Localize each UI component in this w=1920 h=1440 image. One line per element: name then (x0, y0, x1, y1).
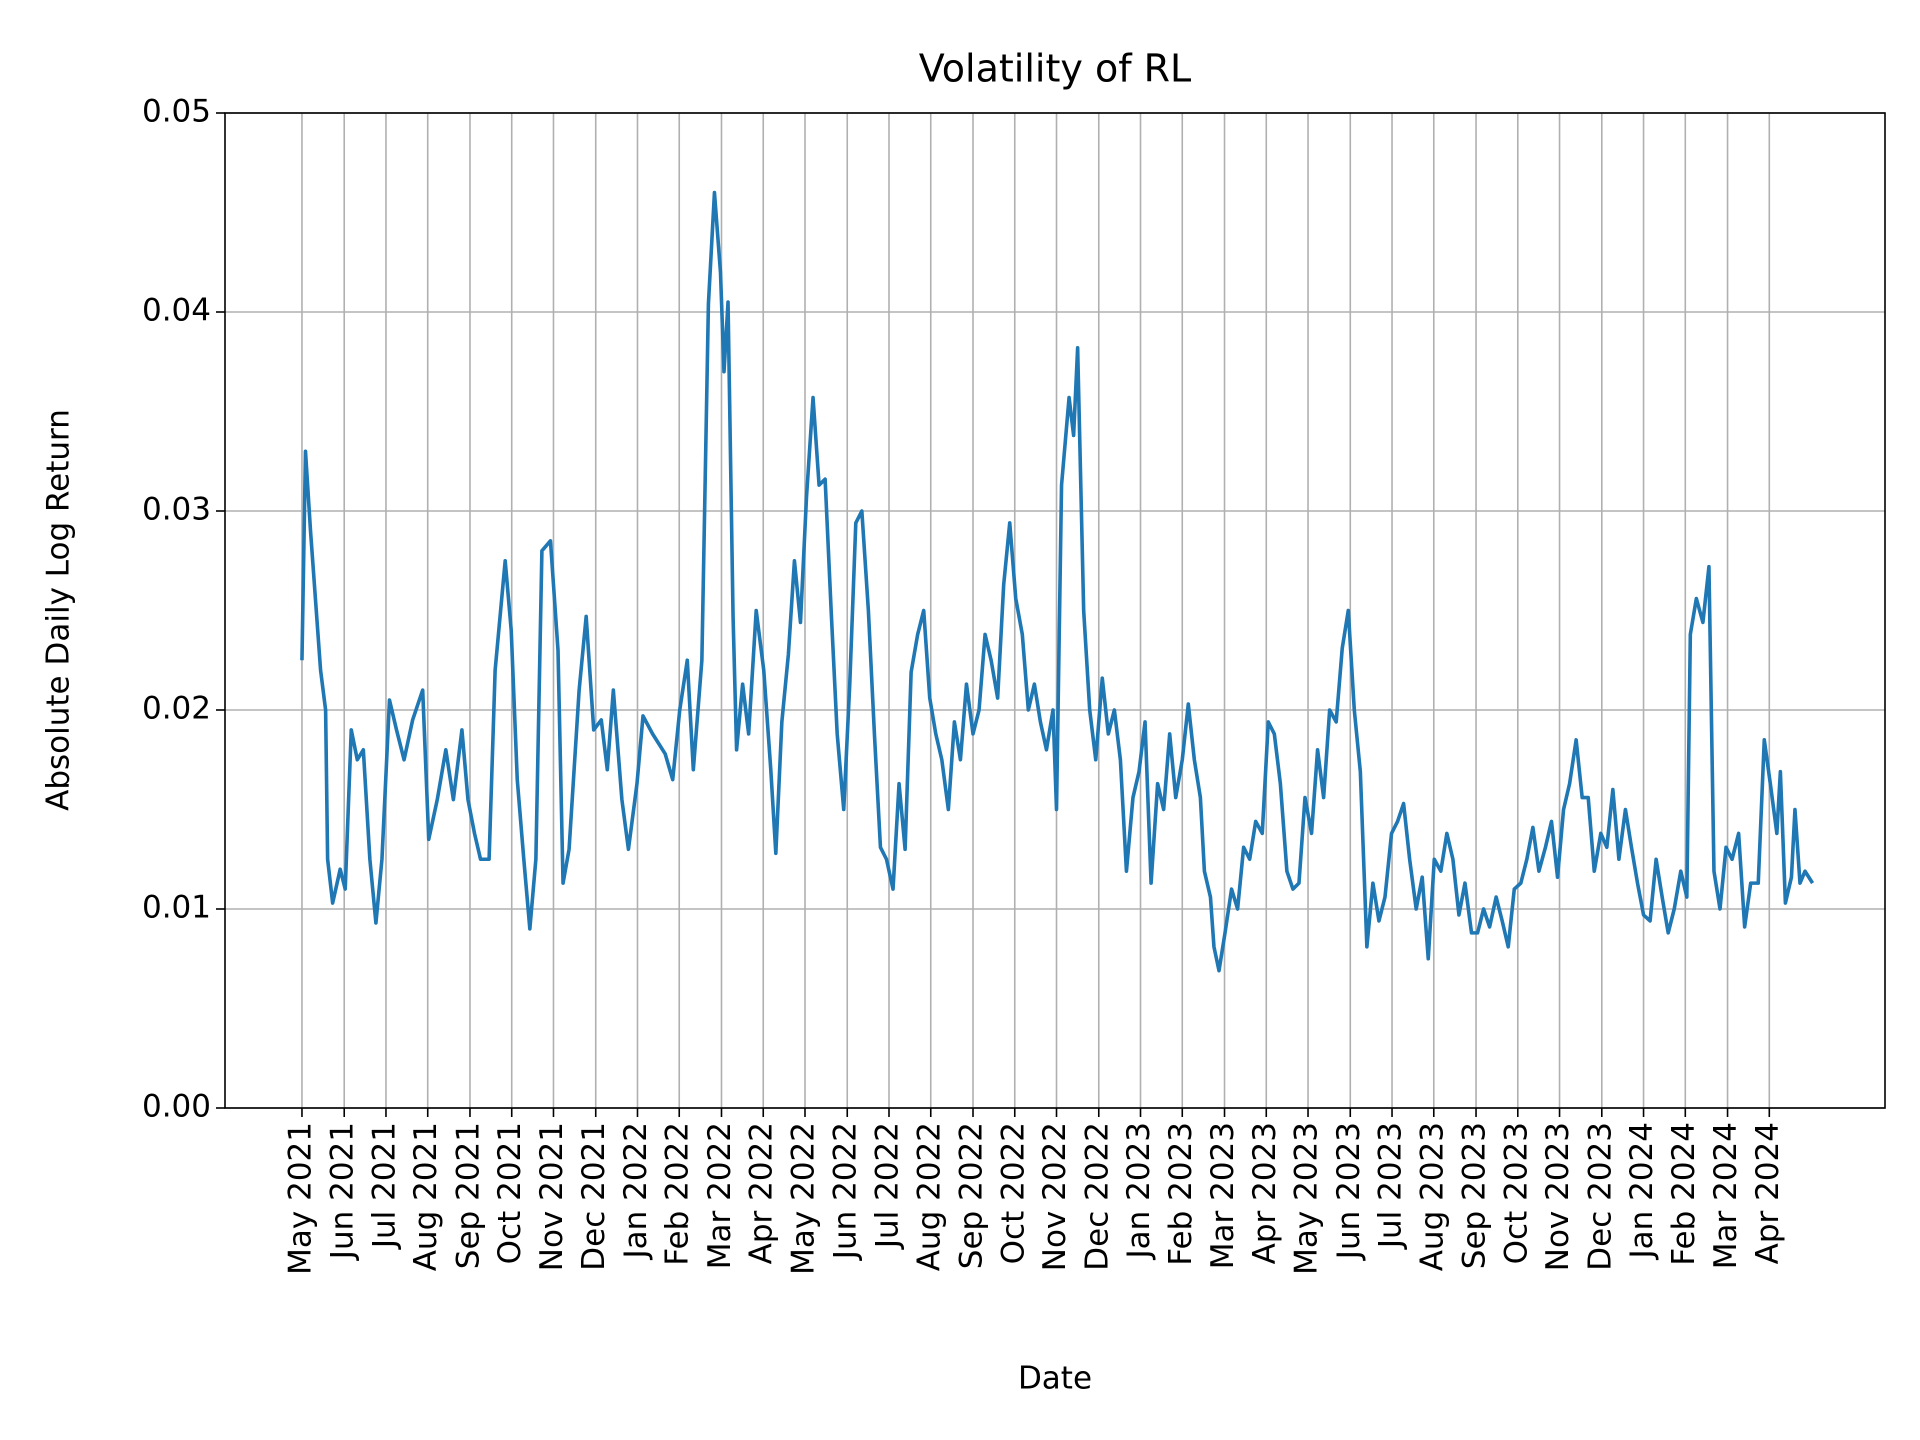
x-tick-label: Jul 2022 (870, 1122, 906, 1250)
y-tick-label: 0.01 (142, 890, 211, 926)
x-tick-label: Sep 2021 (450, 1122, 486, 1269)
y-axis-label: Absolute Daily Log Return (41, 409, 77, 811)
x-tick-label: Aug 2021 (408, 1122, 444, 1271)
x-tick-label: Mar 2022 (702, 1122, 738, 1269)
x-tick-label: Feb 2022 (660, 1122, 696, 1266)
y-tick-label: 0.03 (142, 492, 211, 528)
x-tick-label: Mar 2023 (1205, 1122, 1241, 1269)
x-tick-label: Jul 2021 (366, 1122, 402, 1250)
x-tick-label: Apr 2024 (1750, 1122, 1786, 1264)
x-tick-label: May 2022 (785, 1122, 821, 1275)
chart-title: Volatility of RL (919, 47, 1191, 91)
x-tick-label: Apr 2022 (744, 1122, 780, 1264)
x-tick-label: Feb 2023 (1163, 1122, 1199, 1266)
y-tick-label: 0.00 (142, 1089, 211, 1125)
x-tick-label: Jun 2023 (1331, 1122, 1367, 1261)
x-tick-label: May 2023 (1289, 1122, 1325, 1275)
x-tick-label: Feb 2024 (1666, 1122, 1702, 1266)
x-axis-label: Date (1018, 1361, 1092, 1397)
x-tick-label: Dec 2021 (576, 1122, 612, 1271)
x-tick-label: Dec 2023 (1582, 1122, 1618, 1271)
y-tick-label: 0.02 (142, 691, 211, 727)
x-tick-label: May 2021 (282, 1122, 318, 1275)
x-tick-label: Aug 2023 (1414, 1122, 1450, 1271)
x-tick-label: Nov 2023 (1540, 1122, 1576, 1271)
x-tick-label: Sep 2023 (1457, 1122, 1493, 1269)
x-tick-label: Jun 2021 (325, 1122, 361, 1261)
x-tick-label: Sep 2022 (954, 1122, 990, 1269)
x-tick-label: Oct 2023 (1498, 1122, 1534, 1264)
x-tick-label: Jan 2023 (1121, 1122, 1157, 1261)
x-tick-label: Jan 2022 (618, 1122, 654, 1261)
x-tick-label: Nov 2021 (534, 1122, 570, 1271)
data-line (300, 190, 1815, 973)
y-tick-label: 0.05 (142, 94, 211, 130)
plot-frame (224, 112, 1886, 1109)
x-tick-label: Dec 2022 (1079, 1122, 1115, 1271)
x-tick-label: Jul 2023 (1373, 1122, 1409, 1250)
x-tick-label: Apr 2023 (1247, 1122, 1283, 1264)
x-tick-label: Oct 2022 (995, 1122, 1031, 1264)
y-tick-label: 0.04 (142, 293, 211, 329)
x-tick-label: Jun 2022 (828, 1122, 864, 1261)
x-tick-label: Mar 2024 (1708, 1122, 1744, 1269)
x-tick-label: Jan 2024 (1624, 1122, 1660, 1261)
x-tick-label: Nov 2022 (1037, 1122, 1073, 1271)
x-tick-label: Aug 2022 (911, 1122, 947, 1271)
x-tick-label: Oct 2021 (492, 1122, 528, 1264)
